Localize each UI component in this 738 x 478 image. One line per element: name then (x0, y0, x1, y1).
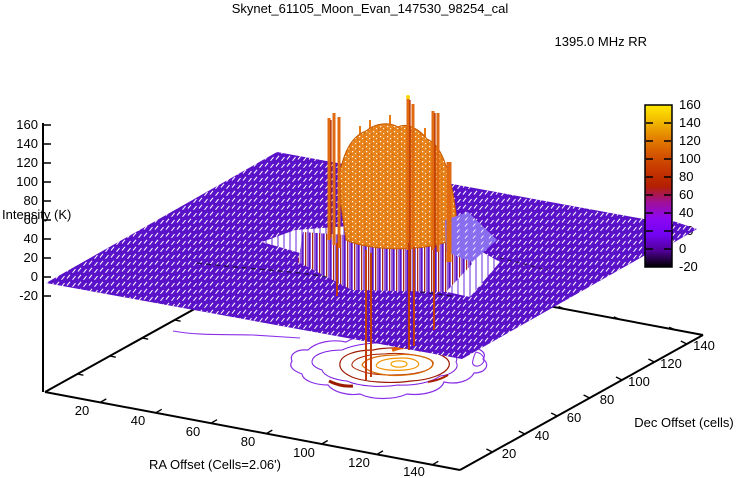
contour-outer-squiggle (472, 351, 485, 367)
zero-contour-front (196, 262, 453, 297)
x-axis-title: RA Offset (Cells=2.06') (149, 457, 281, 472)
y-axis-line (459, 334, 704, 471)
y-axis: 20 40 60 80 100 120 140 Dec Offset (cell… (459, 334, 734, 471)
z-tick-label: 40 (24, 231, 38, 246)
plot-title: Skynet_61105_Moon_Evan_147530_98254_cal (232, 1, 509, 16)
z-tick-label: 140 (16, 136, 38, 151)
x-tick-label: 120 (348, 455, 370, 470)
peak-pillars (336, 243, 435, 380)
x-axis: 20 40 60 80 100 120 140 RA Offset (Cells… (44, 391, 461, 478)
y-axis-title: Dec Offset (cells) (634, 415, 733, 430)
contour-darkred-outer (339, 347, 450, 383)
legend-label: 1395.0 MHz RR (555, 34, 647, 49)
z-tick-label: 120 (16, 155, 38, 170)
z-axis-ticks (43, 124, 51, 297)
y-tick-label: 60 (567, 410, 581, 425)
z-tick-label: 20 (24, 250, 38, 265)
contour-orange (361, 353, 434, 377)
z-tick-labels: 160 140 120 100 80 60 40 20 0 -20 (16, 117, 38, 303)
colorbar: 160 140 120 100 80 60 40 20 0 -20 (644, 97, 701, 274)
x-tick-label: 140 (403, 464, 425, 478)
x-tick-label: 40 (131, 413, 145, 428)
peak-shoulder (445, 212, 497, 262)
x-axis-line (44, 391, 461, 471)
peak-spike-cores (330, 100, 436, 248)
surface-right-tip (673, 221, 697, 243)
x-tick-label: 100 (293, 445, 315, 460)
surface-zero-contour (196, 257, 549, 297)
y-tick-label: 100 (628, 374, 650, 389)
y-tick-label: 140 (693, 338, 715, 353)
colorbar-tick-label: 60 (679, 187, 693, 202)
x-tick-label: 80 (241, 434, 255, 449)
x-tick-label: 60 (186, 424, 200, 439)
colorbar-ticks (646, 122, 671, 250)
z-tick-label: 60 (24, 212, 38, 227)
contour-outer-purple (290, 332, 488, 400)
contour-thick-darkred-arc1 (328, 379, 354, 388)
colorbar-tick-label: 160 (679, 97, 701, 112)
contour-bright-orange (375, 357, 420, 371)
z-tick-label: 0 (31, 269, 38, 284)
surface-right-tip-hatch (673, 221, 697, 243)
colorbar-gradient (644, 104, 673, 268)
legend: 1395.0 MHz RR (555, 34, 696, 49)
z-tick-label: 80 (24, 193, 38, 208)
y-tick-label: 40 (535, 428, 549, 443)
colorbar-tick-labels: 160 140 120 100 80 60 40 20 0 -20 (679, 97, 701, 274)
contour-level-low-long-line (172, 330, 301, 339)
peak-spike-cap (406, 95, 410, 99)
y-tick-labels: 20 40 60 80 100 120 140 (502, 338, 715, 461)
z-tick-label: 100 (16, 174, 38, 189)
y-tick-label: 80 (600, 392, 614, 407)
mirror-dec-ticks (77, 283, 246, 376)
peak-spikes (327, 98, 440, 252)
x-tick-label: 20 (75, 403, 89, 418)
y-axis-ticks (486, 340, 688, 453)
z-tick-label: -20 (19, 288, 38, 303)
colorbar-tick-label: 40 (679, 205, 693, 220)
colorbar-tick-label: 140 (679, 115, 701, 130)
z-axis-title: Intensity (K) (2, 207, 71, 222)
contour-thick-darkred-arc2 (427, 374, 449, 383)
contour-innermost (390, 360, 408, 368)
colorbar-tick-label: 120 (679, 133, 701, 148)
y-tick-label: 120 (660, 356, 682, 371)
x-axis-ticks (99, 398, 439, 466)
colorbar-tick-label: 0 (679, 241, 686, 256)
x-tick-labels: 20 40 60 80 100 120 140 (75, 403, 425, 478)
colorbar-tick-label: 100 (679, 151, 701, 166)
moon-peak (298, 95, 497, 380)
colorbar-tick-label: -20 (679, 259, 698, 274)
zero-contour-right (499, 257, 549, 271)
z-axis: 160 140 120 100 80 60 40 20 0 -20 Intens… (2, 117, 71, 392)
colorbar-tick-label: 80 (679, 169, 693, 184)
z-tick-label: 160 (16, 117, 38, 132)
y-tick-label: 20 (502, 446, 516, 461)
